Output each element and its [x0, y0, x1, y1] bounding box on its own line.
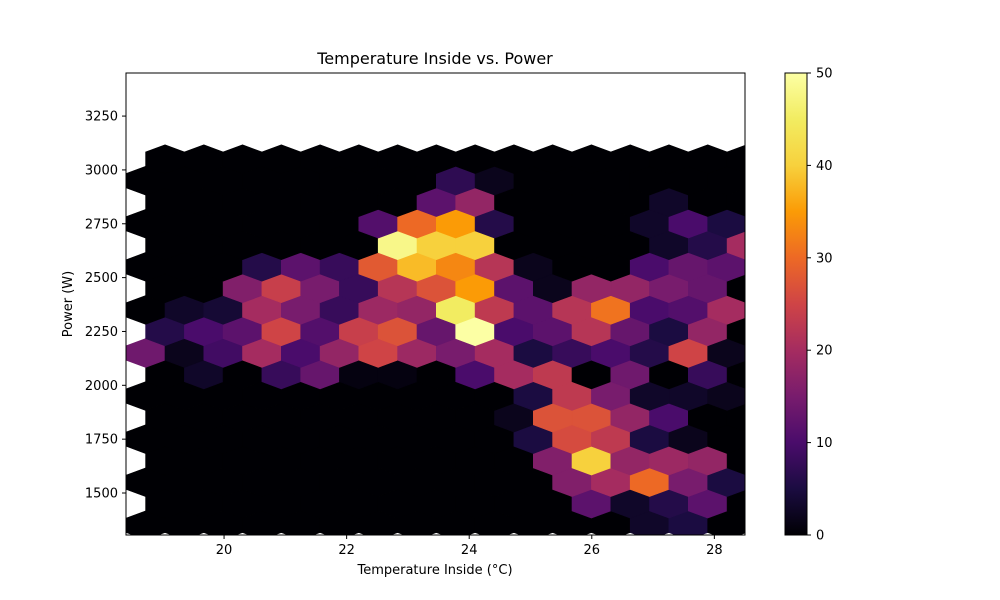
y-tick-label: 1500 [85, 487, 118, 502]
x-axis: 20 22 24 26 28 [216, 535, 723, 558]
hex-cell [824, 296, 863, 325]
plot-frame [125, 72, 746, 536]
x-tick-label: 22 [338, 543, 355, 558]
hex-cell [863, 339, 902, 368]
hex-cell [863, 425, 902, 454]
hex-cell [863, 209, 902, 238]
hex-cell [747, 209, 786, 238]
hex-cell [843, 274, 882, 303]
hex-cell [747, 253, 786, 282]
x-tick-label: 20 [216, 543, 233, 558]
x-tick-label: 26 [584, 543, 601, 558]
hex-cell [747, 425, 786, 454]
x-tick-label: 28 [706, 543, 723, 558]
colorbar-tick-label: 50 [816, 67, 833, 82]
hex-cell [747, 296, 786, 325]
hex-cell [824, 468, 863, 497]
colorbar [784, 72, 808, 536]
hex-cell [824, 209, 863, 238]
hex-cell [863, 382, 902, 411]
hex-cell [863, 296, 902, 325]
x-axis-label: Temperature Inside (°C) [356, 563, 512, 578]
hex-cell [863, 166, 902, 195]
hex-cell [843, 446, 882, 475]
hex-cell [863, 253, 902, 282]
colorbar-tick-label: 10 [816, 436, 833, 451]
colorbar-tick-label: 20 [816, 344, 833, 359]
hex-cell [805, 360, 844, 389]
hex-cell [747, 166, 786, 195]
hex-cell [843, 360, 882, 389]
hex-cell [805, 317, 844, 346]
y-axis: 1500 1750 2000 2250 2500 2750 3000 3250 [85, 110, 126, 502]
hex-cell [747, 339, 786, 368]
hex-cell [843, 231, 882, 260]
x-tick-label: 24 [461, 543, 478, 558]
hex-cell [863, 511, 902, 540]
y-axis-label: Power (W) [61, 271, 76, 337]
colorbar-ticks: 0 10 20 30 40 50 [807, 67, 833, 544]
hex-cell [824, 511, 863, 540]
hex-cell [843, 317, 882, 346]
hex-cell [843, 145, 882, 174]
hex-cell [843, 489, 882, 518]
hex-cell [726, 145, 745, 174]
hex-cell [805, 403, 844, 432]
colorbar-tick-label: 30 [816, 251, 833, 266]
hex-cell [805, 274, 844, 303]
colorbar-tick-label: 40 [816, 159, 833, 174]
y-tick-label: 2500 [85, 271, 118, 286]
y-tick-label: 3250 [85, 110, 118, 125]
hexbin-cells [126, 144, 902, 540]
chart-title: Temperature Inside vs. Power [316, 49, 553, 68]
y-tick-label: 3000 [85, 163, 118, 178]
y-tick-label: 2750 [85, 217, 118, 232]
hex-cell [747, 468, 786, 497]
y-tick-label: 1750 [85, 433, 118, 448]
hex-cell [747, 382, 786, 411]
hex-cell [747, 511, 786, 540]
hex-cell [863, 468, 902, 497]
colorbar-tick-label: 0 [816, 529, 824, 544]
y-tick-label: 2250 [85, 325, 118, 340]
hex-cell [805, 489, 844, 518]
hex-cell [843, 403, 882, 432]
hex-cell [824, 382, 863, 411]
y-tick-label: 2000 [85, 379, 118, 394]
hex-cell [805, 188, 844, 217]
